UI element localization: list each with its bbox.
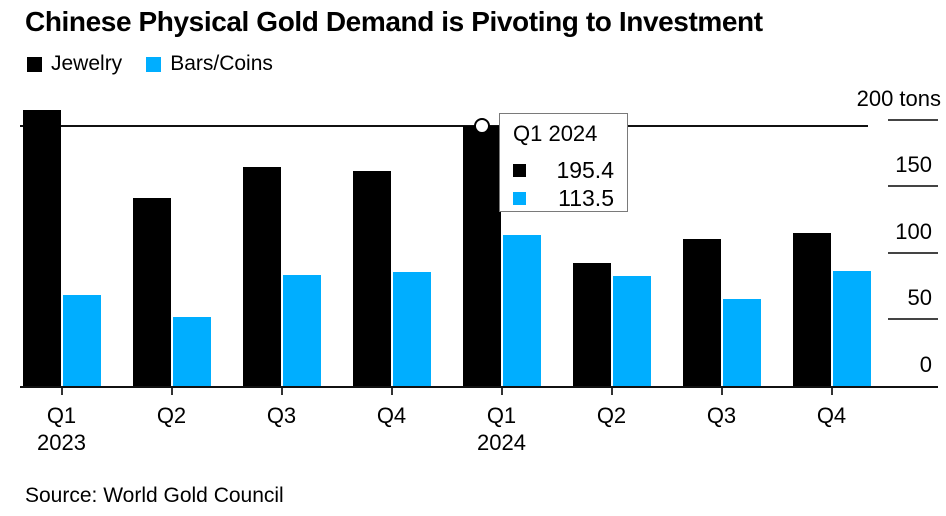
x-year-label: 2024 (477, 430, 526, 455)
bar-bars-coins-q2-2023[interactable] (172, 317, 211, 386)
bar-jewelry-q1-2023[interactable] (22, 110, 61, 386)
bar-jewelry-q3-2024[interactable] (682, 239, 721, 386)
bar-jewelry-q4-2023[interactable] (352, 171, 391, 386)
source-text: Source: World Gold Council (25, 484, 284, 507)
x-year-label: 2023 (37, 430, 86, 455)
tooltip-title: Q1 2024 (513, 121, 598, 146)
legend: Jewelry Bars/Coins (27, 52, 273, 76)
y-tick-label-150: 150 (895, 152, 932, 178)
hover-reference-line (20, 124, 868, 127)
x-label-q1-2024: Q1 (486, 403, 517, 428)
x-label-q2: Q2 (596, 403, 627, 428)
hover-point-marker (473, 117, 490, 134)
x-label-q3: Q3 (266, 403, 297, 428)
x-tick (60, 388, 63, 395)
bar-bars-coins-q2-2024[interactable] (612, 276, 651, 386)
x-tick (280, 388, 283, 395)
tooltip-row-jewelry: 195.4 (513, 157, 614, 183)
x-label-q2: Q2 (156, 403, 187, 428)
y-tick-label-50: 50 (907, 285, 932, 311)
tooltip: Q1 2024 195.4 113.5 (499, 113, 628, 212)
x-tick (500, 388, 503, 395)
x-label-q4: Q4 (816, 403, 847, 428)
x-label-q4: Q4 (376, 403, 407, 428)
x-label-q1-2023: Q1 (46, 403, 77, 428)
tooltip-swatch-icon (513, 163, 526, 177)
y-tick-label-100: 100 (895, 218, 932, 244)
legend-item-bars-coins[interactable]: Bars/Coins (146, 52, 273, 76)
x-tick (720, 388, 723, 395)
chart-title: Chinese Physical Gold Demand is Pivoting… (25, 6, 763, 37)
bar-bars-coins-q3-2023[interactable] (282, 275, 321, 386)
y-tick-line (888, 185, 938, 188)
bar-bars-coins-q4-2023[interactable] (392, 272, 431, 386)
y-tick-line (888, 318, 938, 321)
tooltip-swatch-icon (513, 191, 526, 205)
bar-jewelry-q2-2023[interactable] (132, 198, 171, 386)
y-tick-line (888, 118, 938, 121)
bar-jewelry-q2-2024[interactable] (572, 263, 611, 386)
x-tick (610, 388, 613, 395)
tooltip-row-bars-coins: 113.5 (513, 185, 614, 211)
y-tick-line (888, 251, 938, 254)
legend-label: Jewelry (51, 52, 123, 75)
bar-jewelry-q4-2024[interactable] (792, 233, 831, 386)
bar-bars-coins-q3-2024[interactable] (722, 299, 761, 386)
legend-swatch-icon (146, 56, 162, 72)
tooltip-value: 195.4 (556, 156, 614, 183)
tooltip-value: 113.5 (558, 184, 614, 211)
plot-area (20, 100, 871, 386)
y-axis-unit-label: 200 tons (856, 85, 941, 111)
legend-item-jewelry[interactable]: Jewelry (27, 52, 122, 76)
bar-bars-coins-q4-2024[interactable] (832, 271, 871, 386)
bar-bars-coins-q1-2024[interactable] (502, 235, 541, 386)
x-label-q3: Q3 (706, 403, 737, 428)
y-tick-label-0: 0 (919, 352, 932, 377)
x-tick (830, 388, 833, 395)
x-axis-line (20, 386, 938, 388)
x-tick (390, 388, 393, 395)
legend-label: Bars/Coins (170, 52, 273, 75)
bar-jewelry-q1-2024[interactable] (462, 126, 501, 386)
x-tick (170, 388, 173, 395)
bar-jewelry-q3-2023[interactable] (242, 167, 281, 386)
legend-swatch-icon (27, 56, 42, 72)
bar-bars-coins-q1-2023[interactable] (62, 295, 101, 386)
